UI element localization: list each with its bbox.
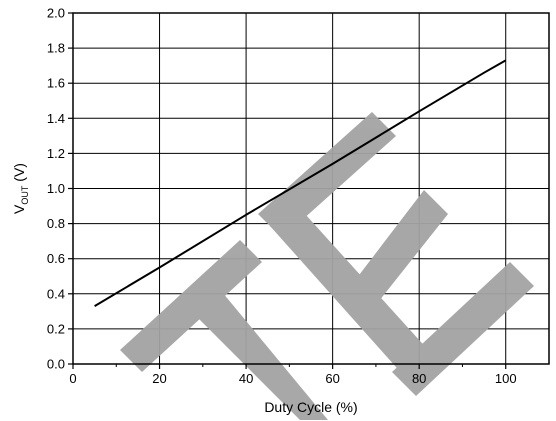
- x-tick-label: 60: [325, 371, 339, 386]
- series-line: [94, 59, 507, 307]
- y-tick-label: 1.2: [47, 146, 65, 161]
- y-axis-label-unit: (V): [11, 163, 27, 186]
- y-tick-label: 1.4: [47, 111, 65, 126]
- watermark-logo: [120, 112, 534, 420]
- y-axis-ticks: 0.0 0.2 0.4 0.6 0.8 1.0 1.2 1.4 1.6 1.8 2.0: [47, 6, 73, 372]
- y-tick-label: 1.0: [47, 181, 65, 196]
- y-axis-label: VOUT (V): [11, 163, 30, 214]
- y-tick-label: 1.8: [47, 41, 65, 56]
- y-tick-label: 0.6: [47, 251, 65, 266]
- x-tick-label: 0: [69, 371, 76, 386]
- x-axis-ticks: 0 20 40 60 80 100: [69, 364, 517, 386]
- y-tick-label: 1.6: [47, 76, 65, 91]
- y-tick-label: 0.2: [47, 321, 65, 336]
- y-tick-label: 2.0: [47, 6, 65, 21]
- y-tick-label: 0.8: [47, 216, 65, 231]
- y-axis-label-main: V: [11, 204, 27, 214]
- x-tick-label: 20: [152, 371, 166, 386]
- y-tick-label: 0.4: [47, 286, 65, 301]
- y-tick-label: 0.0: [47, 357, 65, 372]
- x-tick-label: 40: [239, 371, 253, 386]
- x-axis-label: Duty Cycle (%): [264, 399, 357, 415]
- y-axis-label-sub: OUT: [20, 185, 30, 205]
- series-layer: [94, 59, 507, 307]
- x-tick-label: 100: [495, 371, 517, 386]
- x-tick-label: 80: [412, 371, 426, 386]
